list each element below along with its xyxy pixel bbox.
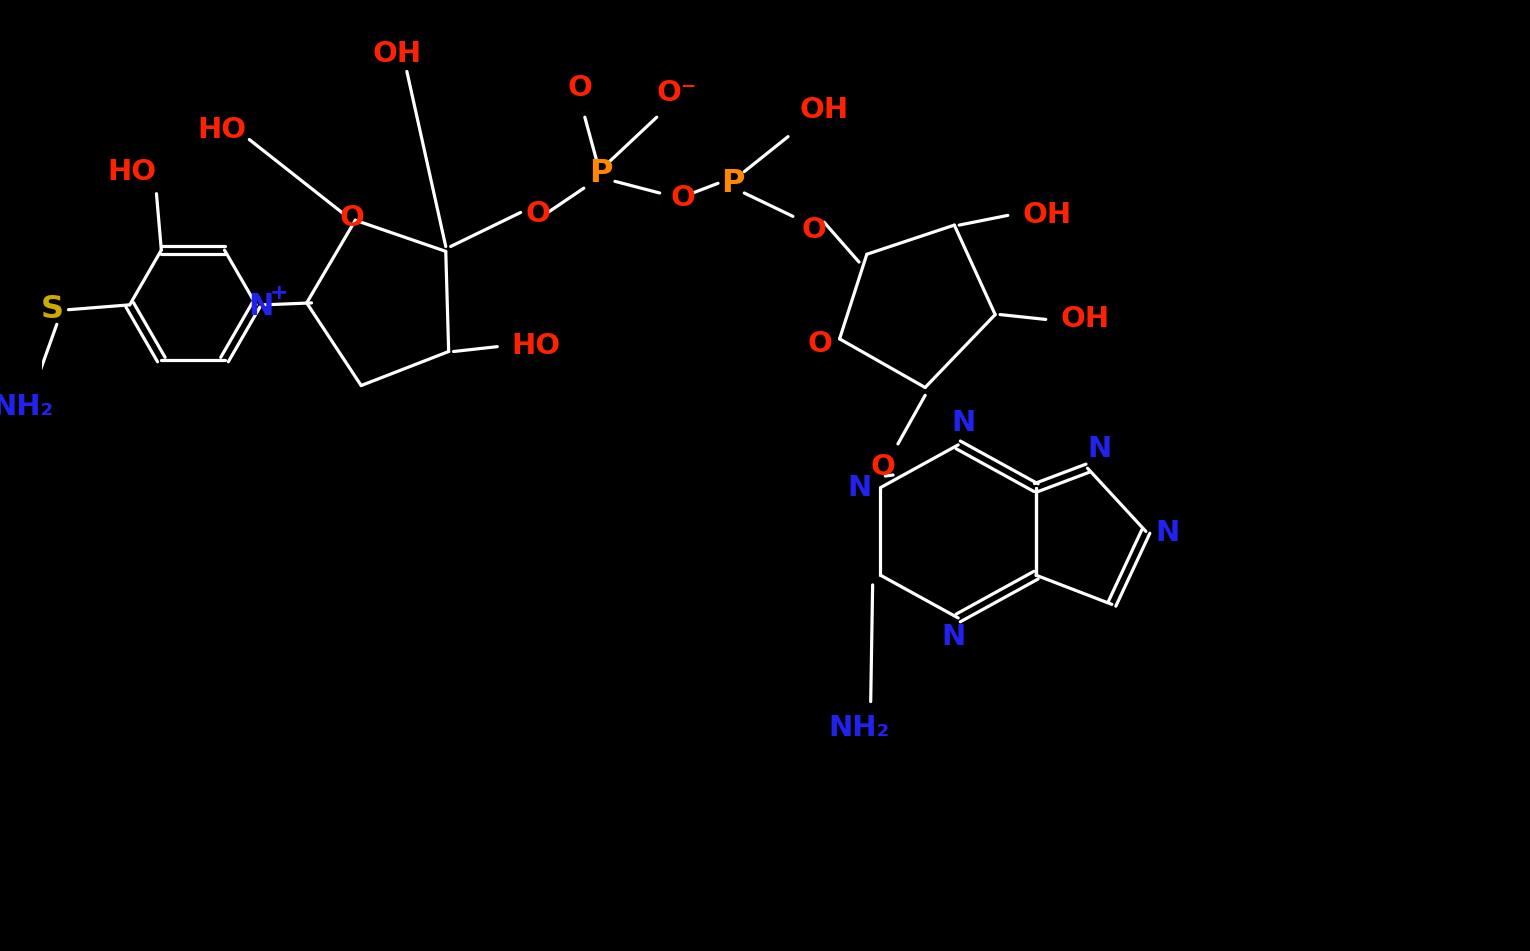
Text: OH: OH [1022,202,1071,229]
Text: N: N [941,624,965,651]
Text: O: O [340,204,364,232]
Text: +: + [269,283,288,303]
Text: OH: OH [800,96,849,125]
Text: P: P [721,167,745,199]
Text: N: N [1088,435,1111,463]
Text: O: O [670,184,696,212]
Text: HO: HO [107,158,156,186]
Text: HO: HO [511,332,562,359]
Text: N: N [848,474,871,502]
Text: N: N [1155,519,1180,548]
Text: O⁻: O⁻ [656,79,696,107]
Text: N: N [248,292,274,321]
Text: O: O [808,330,832,358]
Text: S: S [40,294,63,325]
Text: NH₂: NH₂ [0,393,54,421]
Text: NH₂: NH₂ [828,714,889,742]
Text: O: O [871,454,895,481]
Text: P: P [589,158,614,189]
Text: O: O [568,74,592,102]
Text: O: O [526,201,551,228]
Text: HO: HO [197,116,246,144]
Text: OH: OH [1060,305,1109,334]
Text: N: N [952,410,975,437]
Text: O: O [802,216,826,244]
Text: OH: OH [373,40,422,68]
